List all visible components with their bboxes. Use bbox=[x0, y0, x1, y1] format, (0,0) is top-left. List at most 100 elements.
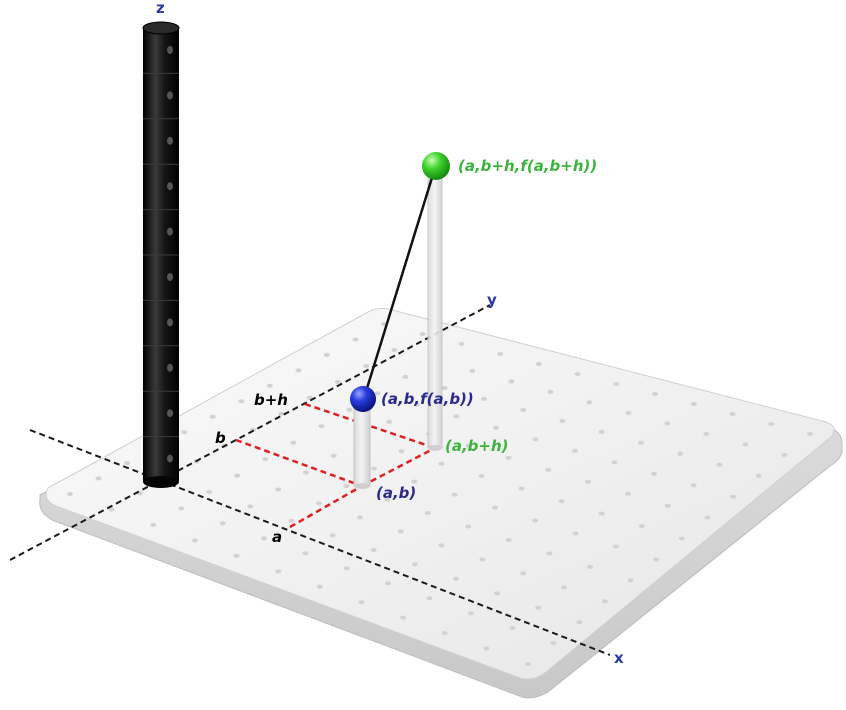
peg bbox=[419, 332, 426, 336]
peg bbox=[108, 507, 115, 512]
point-ab-plus-h-label: (a,b+h) bbox=[445, 437, 509, 455]
x-axis-label: x bbox=[614, 649, 624, 667]
peg bbox=[483, 646, 490, 651]
column-hole bbox=[167, 454, 173, 463]
peg bbox=[520, 571, 527, 576]
peg bbox=[664, 503, 671, 508]
peg bbox=[451, 492, 458, 497]
column-segments bbox=[143, 46, 179, 463]
column-hole bbox=[167, 46, 173, 54]
projection-lines bbox=[235, 402, 436, 529]
column-hole bbox=[167, 409, 173, 418]
peg bbox=[261, 536, 267, 541]
line-a-to-ab bbox=[289, 484, 363, 529]
peg bbox=[290, 440, 297, 445]
point-ab-plus-h-fab-label: (a,b+h,f(a,b+h)) bbox=[458, 157, 597, 175]
peg bbox=[191, 538, 198, 543]
peg bbox=[453, 414, 460, 419]
peg bbox=[781, 452, 788, 457]
column-hole bbox=[167, 91, 173, 100]
z-axis-column bbox=[142, 21, 180, 488]
peg bbox=[352, 337, 359, 342]
peg bbox=[493, 425, 499, 430]
column-hole bbox=[167, 318, 173, 327]
peg bbox=[478, 474, 485, 479]
peg bbox=[278, 411, 285, 416]
peg bbox=[598, 429, 605, 434]
point-ab-fab-label: (a,b,f(a,b)) bbox=[381, 390, 474, 408]
peg bbox=[572, 448, 578, 453]
post-ab bbox=[353, 401, 371, 489]
peg bbox=[438, 461, 445, 466]
peg bbox=[206, 490, 213, 494]
peg bbox=[716, 462, 723, 467]
peg bbox=[356, 515, 363, 520]
peg bbox=[398, 449, 405, 454]
peg bbox=[624, 491, 631, 496]
peg bbox=[505, 538, 512, 542]
peg bbox=[384, 497, 391, 502]
peg bbox=[729, 412, 736, 416]
peg bbox=[576, 620, 583, 625]
peg bbox=[266, 383, 273, 388]
peg bbox=[703, 431, 710, 436]
peg bbox=[275, 569, 282, 574]
peg bbox=[426, 596, 433, 601]
tick-b-plus-h-label: b+h bbox=[254, 391, 288, 409]
peg bbox=[438, 543, 445, 548]
peg bbox=[598, 511, 605, 516]
column-hole bbox=[167, 273, 173, 281]
peg bbox=[491, 505, 498, 510]
tick-b-label: b bbox=[215, 429, 226, 447]
line-bh-to-abh bbox=[304, 402, 436, 450]
peg bbox=[611, 460, 618, 465]
point-green-ball bbox=[422, 152, 450, 180]
peg bbox=[678, 536, 685, 541]
column-hole bbox=[167, 136, 173, 145]
peg bbox=[601, 599, 608, 604]
point-blue-ball bbox=[350, 386, 376, 412]
line-b-to-ab bbox=[235, 438, 363, 488]
x-axis-line bbox=[29, 429, 611, 656]
peg bbox=[247, 504, 254, 509]
peg bbox=[535, 605, 542, 610]
peg bbox=[704, 515, 711, 520]
peg bbox=[233, 553, 240, 558]
geoboard bbox=[39, 307, 843, 699]
peg bbox=[363, 363, 370, 368]
peg bbox=[275, 487, 282, 492]
peg bbox=[295, 368, 302, 373]
peg bbox=[558, 499, 565, 504]
peg bbox=[397, 529, 404, 534]
peg bbox=[288, 518, 295, 523]
peg bbox=[550, 641, 557, 646]
peg bbox=[768, 422, 775, 426]
peg bbox=[509, 626, 516, 631]
y-axis-line bbox=[9, 304, 491, 561]
peg bbox=[219, 521, 226, 526]
peg bbox=[518, 486, 525, 491]
peg bbox=[181, 430, 188, 435]
peg bbox=[441, 385, 448, 390]
peg bbox=[209, 414, 216, 419]
peg bbox=[302, 470, 309, 475]
peg bbox=[652, 392, 659, 396]
peg bbox=[316, 501, 322, 506]
z-axis-label: z bbox=[156, 0, 165, 17]
column-hole bbox=[167, 227, 173, 236]
peg bbox=[638, 440, 644, 445]
peg bbox=[546, 551, 553, 556]
peg bbox=[374, 391, 381, 396]
peg bbox=[585, 479, 592, 484]
peg bbox=[497, 352, 504, 356]
peg bbox=[532, 437, 539, 442]
peg bbox=[587, 564, 593, 569]
peg bbox=[479, 557, 486, 562]
peg bbox=[302, 551, 309, 556]
peg bbox=[730, 494, 737, 499]
peg bbox=[638, 524, 645, 529]
peg bbox=[574, 372, 581, 376]
peg bbox=[807, 432, 813, 436]
peg bbox=[690, 402, 697, 406]
peg bbox=[330, 453, 337, 458]
